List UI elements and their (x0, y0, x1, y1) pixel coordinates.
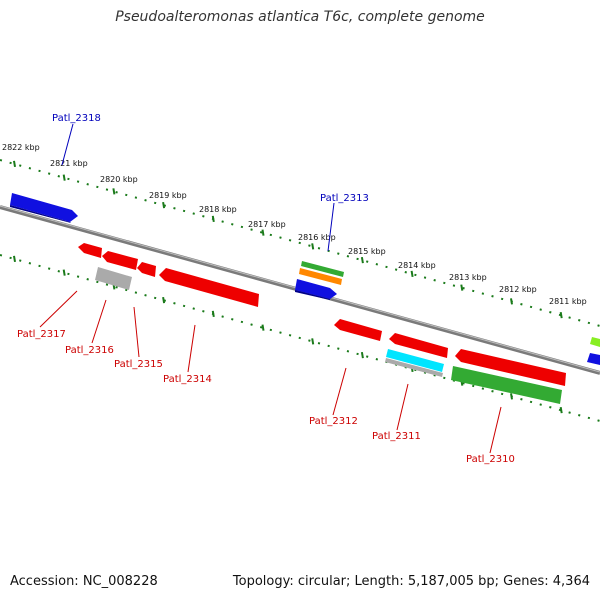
leader-patl-2318 (61, 123, 74, 166)
gene-patl-2313[interactable] (295, 279, 337, 299)
gene-cyan-2311[interactable] (386, 349, 444, 372)
forward-genes (10, 193, 600, 365)
scale-major-tick (211, 310, 215, 318)
leader-patl-2317 (39, 290, 78, 328)
scale-label: 2821 kbp (50, 159, 88, 168)
gene-patl-2318-shade (10, 205, 71, 223)
scale-major-tick (112, 188, 116, 195)
scale-major-tick (261, 229, 265, 236)
gene-patl-2310-red[interactable] (455, 349, 566, 386)
gene-right-blue[interactable] (587, 353, 600, 365)
scale-major-tick (510, 298, 513, 305)
scale-label: 2817 kbp (248, 220, 286, 229)
label-patl-2318[interactable]: Patl_2318 (52, 113, 101, 124)
gene-green-top[interactable] (301, 261, 344, 277)
label-patl-2312[interactable]: Patl_2312 (309, 416, 358, 427)
gene-patl-2310[interactable] (451, 366, 562, 404)
gene-patl-2312[interactable] (334, 319, 382, 341)
scale-major-tick (162, 201, 166, 209)
scale-major-tick (13, 255, 16, 263)
scale-label: 2815 kbp (348, 247, 386, 256)
scale-labels: 2822 kbp 2821 kbp 2820 kbp 2819 kbp 2818 kbp… (2, 143, 587, 306)
leader-patl-2314 (187, 324, 196, 373)
gene-patl-2318[interactable] (10, 193, 78, 222)
scale-label: 2812 kbp (499, 285, 537, 294)
accession-text: Accession: NC_008228 (10, 574, 158, 589)
scale-major-tick (211, 215, 215, 223)
scale-label: 2816 kbp (298, 233, 336, 242)
label-patl-2314[interactable]: Patl_2314 (163, 374, 212, 385)
gene-patl-2316[interactable] (102, 251, 138, 270)
label-patl-2315[interactable]: Patl_2315 (114, 359, 163, 370)
scale-ticks-upper (13, 160, 563, 319)
scale-major-tick (410, 270, 414, 278)
scale-major-tick (559, 311, 563, 319)
leader-patl-2316 (91, 299, 107, 344)
leader-patl-2310 (489, 406, 502, 454)
scale-major-tick (311, 243, 315, 250)
gene-gray-2316[interactable] (95, 267, 132, 290)
scale-label: 2811 kbp (549, 297, 587, 306)
reverse-genes (78, 243, 566, 404)
scale-label: 2819 kbp (149, 191, 187, 200)
gene-gray-2311[interactable] (385, 358, 443, 377)
scale-major-tick (360, 256, 364, 264)
scale-major-tick (62, 174, 66, 181)
label-patl-2313[interactable]: Patl_2313 (320, 193, 369, 204)
scale-label: 2820 kbp (100, 175, 138, 184)
leader-patl-2315 (133, 306, 140, 358)
scale-label: 2818 kbp (199, 205, 237, 214)
scale-label: 2822 kbp (2, 143, 40, 152)
scale-track-lower (0, 254, 600, 422)
gene-orange[interactable] (299, 268, 342, 285)
scale-track-upper (0, 159, 600, 327)
scale-major-tick (510, 393, 513, 400)
label-patl-2311[interactable]: Patl_2311 (372, 431, 421, 442)
gene-patl-2314[interactable] (159, 268, 259, 307)
map-title: Pseudoalteromonas atlantica T6c, complet… (115, 9, 485, 25)
gene-right-lightgreen[interactable] (590, 337, 600, 347)
label-patl-2316[interactable]: Patl_2316 (65, 345, 114, 356)
scale-label: 2813 kbp (449, 273, 487, 282)
gene-patl-2317[interactable] (78, 243, 102, 258)
genome-summary-text: Topology: circular; Length: 5,187,005 bp… (232, 574, 590, 589)
leader-patl-2313 (327, 202, 335, 252)
leader-patl-2312 (332, 367, 347, 416)
gene-labels: Patl_2318 Patl_2313 Patl_2317 Patl_2316 … (17, 113, 515, 465)
gene-patl-2311[interactable] (389, 333, 448, 358)
leader-patl-2311 (396, 383, 409, 431)
scale-major-tick (13, 160, 16, 168)
leader-lines (39, 123, 502, 454)
scale-label: 2814 kbp (398, 261, 436, 270)
scale-major-tick (360, 351, 364, 359)
scale-major-tick (162, 296, 166, 304)
scale-major-tick (261, 324, 265, 331)
scale-major-tick (62, 269, 66, 276)
gene-patl-2313-shade (295, 290, 330, 300)
gene-patl-2315[interactable] (137, 262, 156, 277)
scale-major-tick (311, 338, 315, 345)
label-patl-2317[interactable]: Patl_2317 (17, 329, 66, 340)
scale-major-tick (460, 284, 464, 291)
label-patl-2310[interactable]: Patl_2310 (466, 454, 515, 465)
scale-major-tick (559, 406, 563, 414)
